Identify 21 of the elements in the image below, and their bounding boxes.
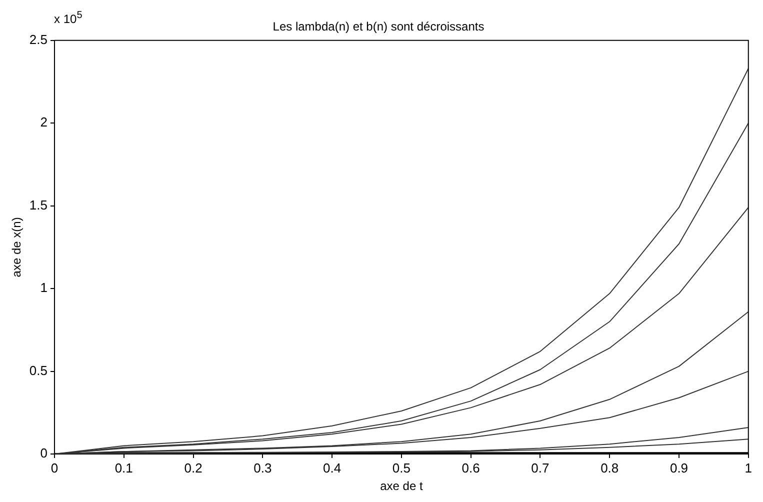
x-tick-label: 0.5 [392,460,410,476]
x-tick-label: 0.2 [184,460,202,476]
chart-title: Les lambda(n) et b(n) sont décroissants [272,20,484,34]
x-tick-label: 0.3 [254,460,272,476]
y-axis-title: axe de x(n) [10,217,24,278]
x-tick-label: 0.6 [462,460,480,476]
x-tick-label: 0 [50,460,58,476]
text: x 10$^{5}$ [54,10,82,26]
x-axis-title: axe de t [380,479,424,494]
y-tick-label: 2 [40,114,48,130]
y-tick-label: 1.5 [29,197,48,212]
y-tick-label: 0.5 [29,362,48,378]
y-tick-label: 1 [40,280,48,296]
x-tick-label: 0.9 [670,460,688,476]
x-tick-label: 0.7 [531,460,550,476]
y-tick-label: 2.5 [29,32,48,47]
x-tick-label: 1 [744,460,752,476]
x-tick-label: 0.8 [600,460,619,476]
x-tick-label: 0.4 [323,460,342,476]
y-tick-label: 0 [40,446,48,461]
x-tick-label: 0.1 [114,460,133,476]
